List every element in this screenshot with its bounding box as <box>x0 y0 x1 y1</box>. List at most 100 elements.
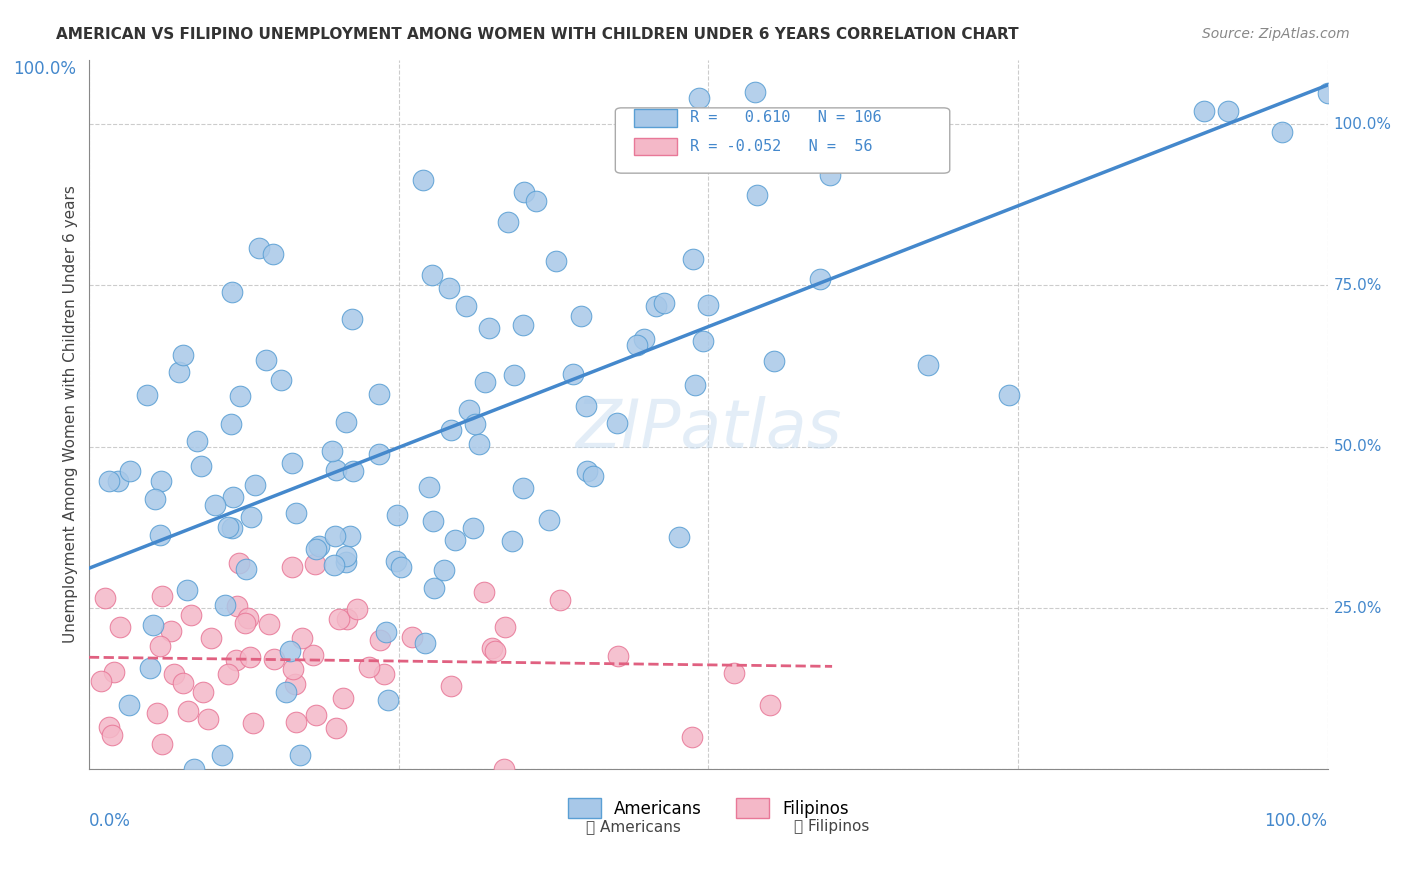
Americans <box>118 698 141 713</box>
Filipinos <box>225 599 247 613</box>
Americans <box>149 475 172 489</box>
Text: 100.0%: 100.0% <box>1264 812 1327 830</box>
Text: R =   0.610   N = 106: R = 0.610 N = 106 <box>690 111 882 125</box>
Americans <box>219 417 242 431</box>
Americans <box>512 185 534 199</box>
Americans <box>222 491 245 505</box>
Filipinos <box>180 608 202 623</box>
Americans <box>682 252 704 266</box>
FancyBboxPatch shape <box>634 110 678 127</box>
Americans <box>335 415 357 429</box>
Americans <box>186 434 208 449</box>
Filipinos <box>401 630 423 644</box>
Filipinos <box>200 632 222 646</box>
Filipinos <box>228 556 250 570</box>
Americans <box>575 399 598 413</box>
Americans <box>211 748 233 763</box>
Americans <box>808 271 831 285</box>
Americans <box>143 492 166 507</box>
Americans <box>692 334 714 348</box>
Filipinos <box>325 721 347 735</box>
Americans <box>305 542 328 557</box>
Americans <box>538 512 561 526</box>
Americans <box>569 309 592 323</box>
Americans <box>325 463 347 477</box>
Filipinos <box>336 612 359 626</box>
Americans <box>254 353 277 368</box>
Americans <box>444 533 467 548</box>
Americans <box>335 555 357 569</box>
Y-axis label: Unemployment Among Women with Children Under 6 years: Unemployment Among Women with Children U… <box>63 186 77 643</box>
Americans <box>420 268 443 282</box>
Americans <box>172 348 194 362</box>
Americans <box>335 549 357 564</box>
Filipinos <box>152 589 174 603</box>
Filipinos <box>368 633 391 648</box>
Filipinos <box>304 557 326 571</box>
Filipinos <box>257 617 280 632</box>
Americans <box>645 299 668 313</box>
Filipinos <box>302 648 325 663</box>
Filipinos <box>357 660 380 674</box>
Americans <box>290 748 312 763</box>
Text: 50.0%: 50.0% <box>1334 439 1382 454</box>
Americans <box>745 187 768 202</box>
Text: ⬜ Americans: ⬜ Americans <box>586 819 682 834</box>
Americans <box>139 661 162 675</box>
Americans <box>418 480 440 494</box>
Filipinos <box>225 653 247 667</box>
Americans <box>221 285 243 299</box>
Americans <box>385 508 408 522</box>
Americans <box>1316 86 1339 100</box>
Americans <box>457 403 479 417</box>
Americans <box>474 375 496 389</box>
Americans <box>1218 104 1240 119</box>
Filipinos <box>263 651 285 665</box>
Americans <box>468 437 491 451</box>
Americans <box>183 762 205 776</box>
Americans <box>412 173 434 187</box>
Filipinos <box>242 715 264 730</box>
Americans <box>142 618 165 632</box>
Filipinos <box>472 585 495 599</box>
Americans <box>375 624 398 639</box>
Filipinos <box>284 676 307 690</box>
Americans <box>582 469 605 483</box>
Text: R = -0.052   N =  56: R = -0.052 N = 56 <box>690 138 872 153</box>
Filipinos <box>305 707 328 722</box>
Americans <box>243 478 266 492</box>
Americans <box>176 582 198 597</box>
Americans <box>668 530 690 544</box>
Americans <box>432 563 454 577</box>
Filipinos <box>172 675 194 690</box>
Americans <box>249 241 271 255</box>
Filipinos <box>281 559 304 574</box>
Filipinos <box>108 620 131 634</box>
Americans <box>818 168 841 182</box>
Americans <box>512 318 534 332</box>
Filipinos <box>484 643 506 657</box>
Text: ⬜ Filipinos: ⬜ Filipinos <box>794 819 870 834</box>
Filipinos <box>291 631 314 645</box>
Americans <box>281 456 304 470</box>
Americans <box>118 464 141 478</box>
Filipinos <box>723 666 745 681</box>
Text: 100.0%: 100.0% <box>1334 117 1392 132</box>
Filipinos <box>146 706 169 720</box>
Legend: Americans, Filipinos: Americans, Filipinos <box>561 791 855 825</box>
Americans <box>342 312 364 326</box>
Americans <box>464 417 486 432</box>
Filipinos <box>440 679 463 693</box>
Americans <box>204 498 226 512</box>
Americans <box>342 464 364 478</box>
Filipinos <box>191 684 214 698</box>
Americans <box>423 581 446 595</box>
Americans <box>496 215 519 229</box>
Americans <box>368 387 391 401</box>
Filipinos <box>233 616 256 631</box>
Text: ZIPatlas: ZIPatlas <box>575 396 841 462</box>
Americans <box>136 388 159 402</box>
Americans <box>562 367 585 381</box>
Filipinos <box>606 648 628 663</box>
Filipinos <box>197 712 219 726</box>
